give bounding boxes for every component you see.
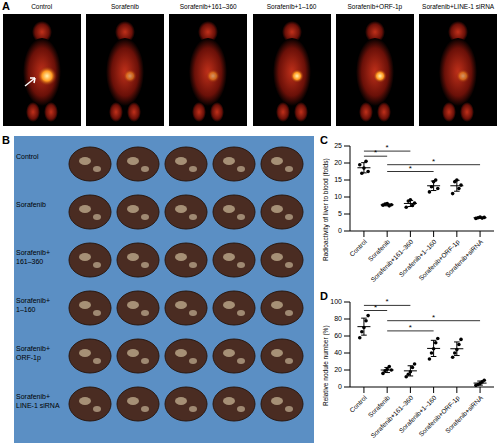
- svg-text:Sorafenib+ORF-1p: Sorafenib+ORF-1p: [417, 238, 462, 283]
- svg-text:40: 40: [334, 349, 342, 356]
- svg-text:*: *: [432, 313, 435, 322]
- svg-text:Sorafenib+1–160: Sorafenib+1–160: [397, 238, 437, 278]
- svg-text:80: 80: [334, 315, 342, 322]
- html-text:C: C: [320, 134, 328, 146]
- html-text:Sorafenib+LINE-1 siRNA: Sorafenib+LINE-1 siRNA: [422, 3, 495, 10]
- svg-text:Sorafenib+siRNA: Sorafenib+siRNA: [444, 394, 485, 435]
- svg-text:20: 20: [334, 159, 342, 166]
- svg-text:10: 10: [334, 193, 342, 200]
- svg-text:Sorafenib+161–360: Sorafenib+161–360: [369, 238, 414, 283]
- html-text:B: B: [2, 134, 10, 146]
- html-text:Sorafenib+ ORF-1p: Sorafenib+ ORF-1p: [16, 345, 51, 361]
- html-text:Sorafenib: Sorafenib: [111, 3, 139, 10]
- svg-text:*: *: [386, 297, 389, 306]
- svg-text:60: 60: [334, 332, 342, 339]
- svg-text:*: *: [374, 148, 377, 157]
- svg-text:*: *: [374, 303, 377, 312]
- svg-text:0: 0: [338, 227, 342, 234]
- svg-text:5: 5: [338, 210, 342, 217]
- svg-text:*: *: [409, 164, 412, 173]
- html-text:Sorafenib+ 1–160: Sorafenib+ 1–160: [16, 297, 51, 313]
- html-text:Sorafenib+1–160: Sorafenib+1–160: [266, 3, 317, 10]
- svg-text:20: 20: [334, 366, 342, 373]
- html-text:Sorafenib+161–360: Sorafenib+161–360: [179, 3, 237, 10]
- svg-text:0: 0: [338, 383, 342, 390]
- html-text:Control: Control: [31, 3, 53, 10]
- html-text:Sorafenib+ORF-1p: Sorafenib+ORF-1p: [347, 3, 403, 10]
- svg-text:*: *: [409, 323, 412, 332]
- html-text:Relative nodule number (%): Relative nodule number (%): [322, 325, 329, 407]
- svg-text:*: *: [432, 157, 435, 166]
- html-text:Radioactivity of liver to bloo: Radioactivity of liver to blood (folds): [322, 158, 329, 262]
- svg-text:*: *: [386, 143, 389, 152]
- html-text:Control: Control: [16, 153, 39, 160]
- svg-text:100: 100: [330, 298, 342, 305]
- html-text:Sorafenib+ LINE-1 siRNA: Sorafenib+ LINE-1 siRNA: [16, 393, 60, 409]
- svg-text:15: 15: [334, 176, 342, 183]
- svg-text:Control: Control: [348, 238, 368, 258]
- svg-text:Sorafenib+161–360: Sorafenib+161–360: [369, 394, 414, 439]
- svg-text:Sorafenib+siRNA: Sorafenib+siRNA: [444, 238, 485, 279]
- html-text:Sorafenib+ 161–360: Sorafenib+ 161–360: [16, 249, 51, 265]
- html-text:D: D: [320, 290, 328, 302]
- html-text:Sorafenib: Sorafenib: [16, 201, 46, 208]
- svg-text:25: 25: [334, 142, 342, 149]
- svg-text:Control: Control: [348, 394, 368, 414]
- svg-text:Sorafenib+1–160: Sorafenib+1–160: [397, 394, 437, 434]
- svg-text:Sorafenib+ORF-1p: Sorafenib+ORF-1p: [417, 394, 462, 439]
- html-text:A: A: [2, 0, 10, 12]
